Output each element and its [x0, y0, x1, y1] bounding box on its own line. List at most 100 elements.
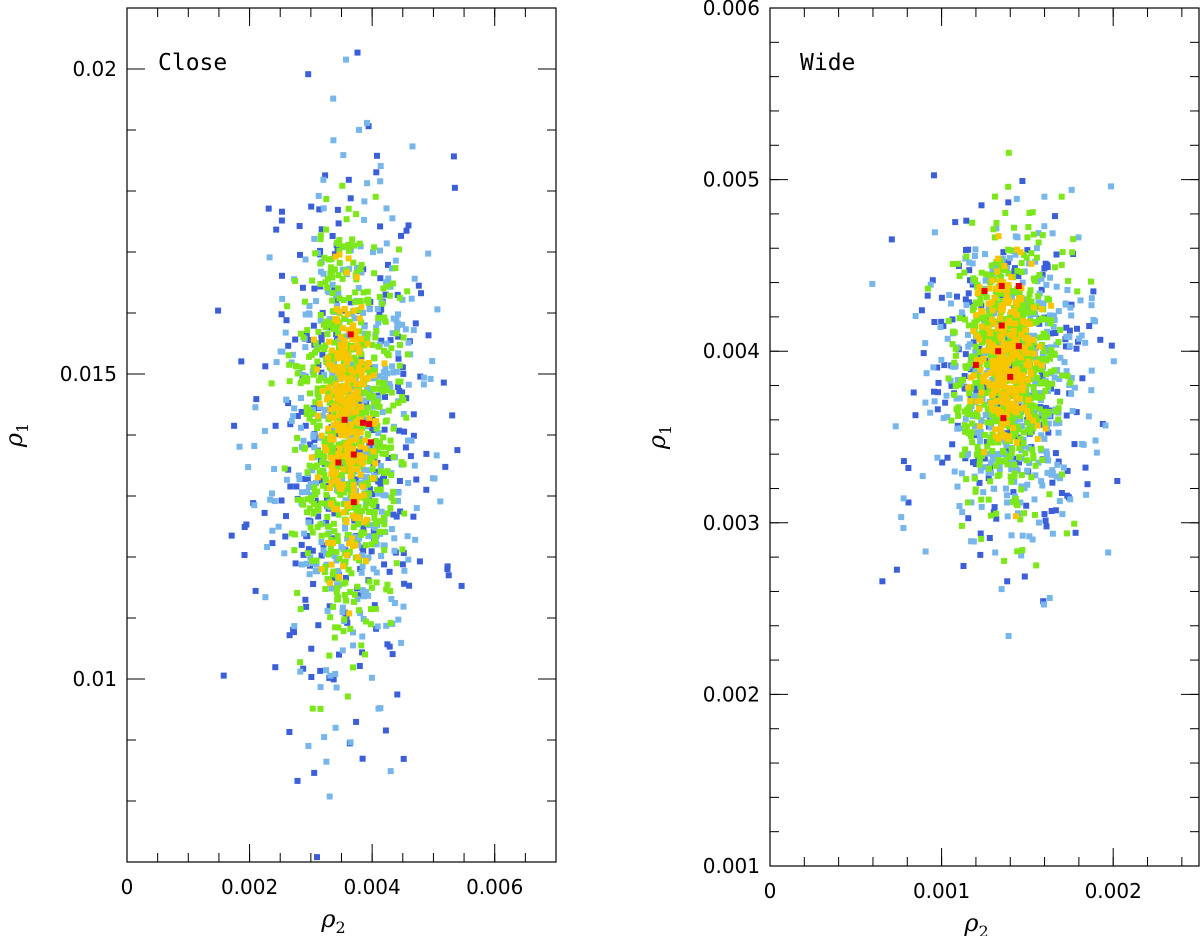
point-lightblue [1041, 193, 1048, 200]
point-blue [418, 290, 424, 297]
point-yellow [341, 452, 348, 459]
point-green [362, 504, 369, 511]
point-lightblue [1013, 416, 1020, 423]
point-green [1035, 239, 1042, 246]
point-lightblue [402, 326, 409, 333]
point-blue [1086, 323, 1093, 329]
point-green [320, 321, 327, 328]
point-blue [369, 427, 376, 434]
point-green [1026, 291, 1033, 298]
point-blue [353, 718, 360, 725]
point-yellow [1030, 417, 1037, 424]
point-yellow [308, 454, 315, 461]
point-green [358, 261, 365, 268]
point-yellow [1006, 297, 1012, 304]
point-green [1023, 400, 1030, 407]
point-green [969, 219, 976, 226]
point-blue [318, 336, 325, 343]
point-green [366, 392, 372, 399]
point-yellow [1024, 408, 1031, 415]
point-lightblue [951, 468, 958, 475]
point-yellow [1009, 355, 1016, 362]
point-green [1055, 416, 1062, 423]
point-blue [965, 515, 972, 522]
point-green [324, 513, 331, 520]
point-green [393, 560, 400, 567]
point-yellow [319, 388, 326, 394]
point-green [327, 544, 334, 551]
point-lightblue [338, 543, 345, 550]
point-green [967, 433, 974, 440]
point-blue [376, 310, 383, 317]
point-blue [365, 123, 372, 130]
point-green [1057, 326, 1063, 333]
point-lightblue [923, 370, 930, 377]
point-blue [316, 206, 323, 213]
point-green [1013, 324, 1020, 331]
point-green [368, 606, 374, 613]
point-lightblue [266, 254, 273, 261]
point-green [374, 486, 381, 493]
point-yellow [353, 436, 360, 443]
point-green [345, 247, 352, 254]
point-yellow [994, 365, 1001, 372]
point-green [373, 579, 380, 586]
point-yellow [356, 395, 363, 402]
point-green [984, 419, 991, 426]
point-yellow [324, 354, 331, 361]
point-green [315, 394, 322, 401]
point-green [370, 385, 377, 392]
point-green [312, 250, 319, 257]
point-lightblue [1068, 312, 1075, 319]
point-blue [944, 454, 951, 461]
point-green [383, 586, 390, 593]
point-green [347, 488, 354, 495]
point-green [1039, 380, 1046, 386]
point-yellow [995, 255, 1002, 262]
point-yellow [325, 539, 332, 546]
point-green [340, 243, 347, 250]
point-green [993, 220, 1000, 226]
point-green [381, 521, 388, 528]
point-green [314, 502, 321, 509]
point-green [334, 464, 341, 471]
point-lightblue [308, 491, 315, 498]
point-yellow [339, 383, 346, 390]
point-green [324, 500, 330, 507]
point-green [397, 378, 404, 385]
point-green [964, 410, 971, 417]
point-blue [373, 169, 380, 176]
point-yellow [330, 540, 337, 547]
point-green [329, 308, 336, 315]
point-yellow [975, 405, 982, 412]
point-lightblue [946, 292, 953, 298]
point-lightblue [1088, 295, 1095, 302]
point-blue [287, 421, 294, 428]
point-green [369, 341, 376, 348]
point-blue [965, 290, 972, 297]
point-blue [1062, 343, 1069, 350]
point-green [390, 488, 397, 495]
point-lightblue [305, 742, 312, 749]
point-lightblue [383, 340, 390, 347]
point-lightblue [236, 443, 243, 450]
point-blue [283, 317, 290, 324]
point-yellow [358, 336, 364, 342]
point-green [304, 469, 311, 476]
point-green [314, 452, 321, 459]
point-lightblue [434, 306, 441, 313]
point-blue [309, 547, 316, 554]
point-lightblue [305, 484, 312, 491]
point-green [987, 311, 994, 318]
point-green [372, 453, 378, 460]
point-lightblue [273, 359, 280, 366]
point-blue [412, 320, 419, 327]
point-green [995, 457, 1002, 463]
point-green [1008, 288, 1015, 295]
point-lightblue [306, 310, 312, 317]
point-green [1014, 267, 1021, 274]
point-blue [401, 580, 408, 587]
point-yellow [978, 307, 985, 314]
point-green [294, 496, 301, 503]
point-yellow [991, 294, 998, 301]
